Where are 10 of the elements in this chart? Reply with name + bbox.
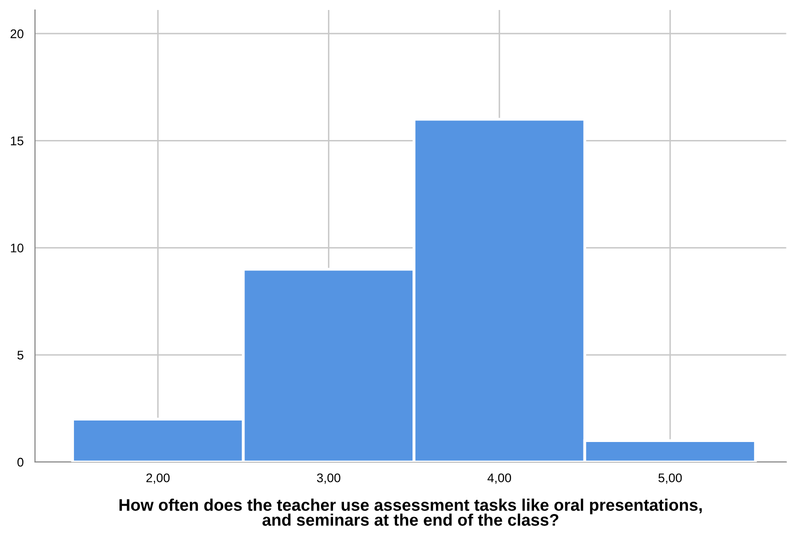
x-tick-label: 4,00 (488, 473, 512, 484)
x-tick-label: 3,00 (316, 473, 340, 484)
y-tick-label: 0 (17, 458, 24, 467)
x-tick-label: 5,00 (658, 473, 682, 484)
x-tick-label: 2,00 (146, 473, 170, 484)
y-tick-label: 15 (10, 136, 24, 146)
y-tick-label: 20 (10, 29, 24, 38)
x-axis-title: How often does the teacher use assessment tasks like oral presentations, and seminars at the end of the class? (120, 498, 702, 526)
y-tick-label: 10 (10, 244, 24, 252)
y-tick-label: 5 (17, 350, 24, 360)
